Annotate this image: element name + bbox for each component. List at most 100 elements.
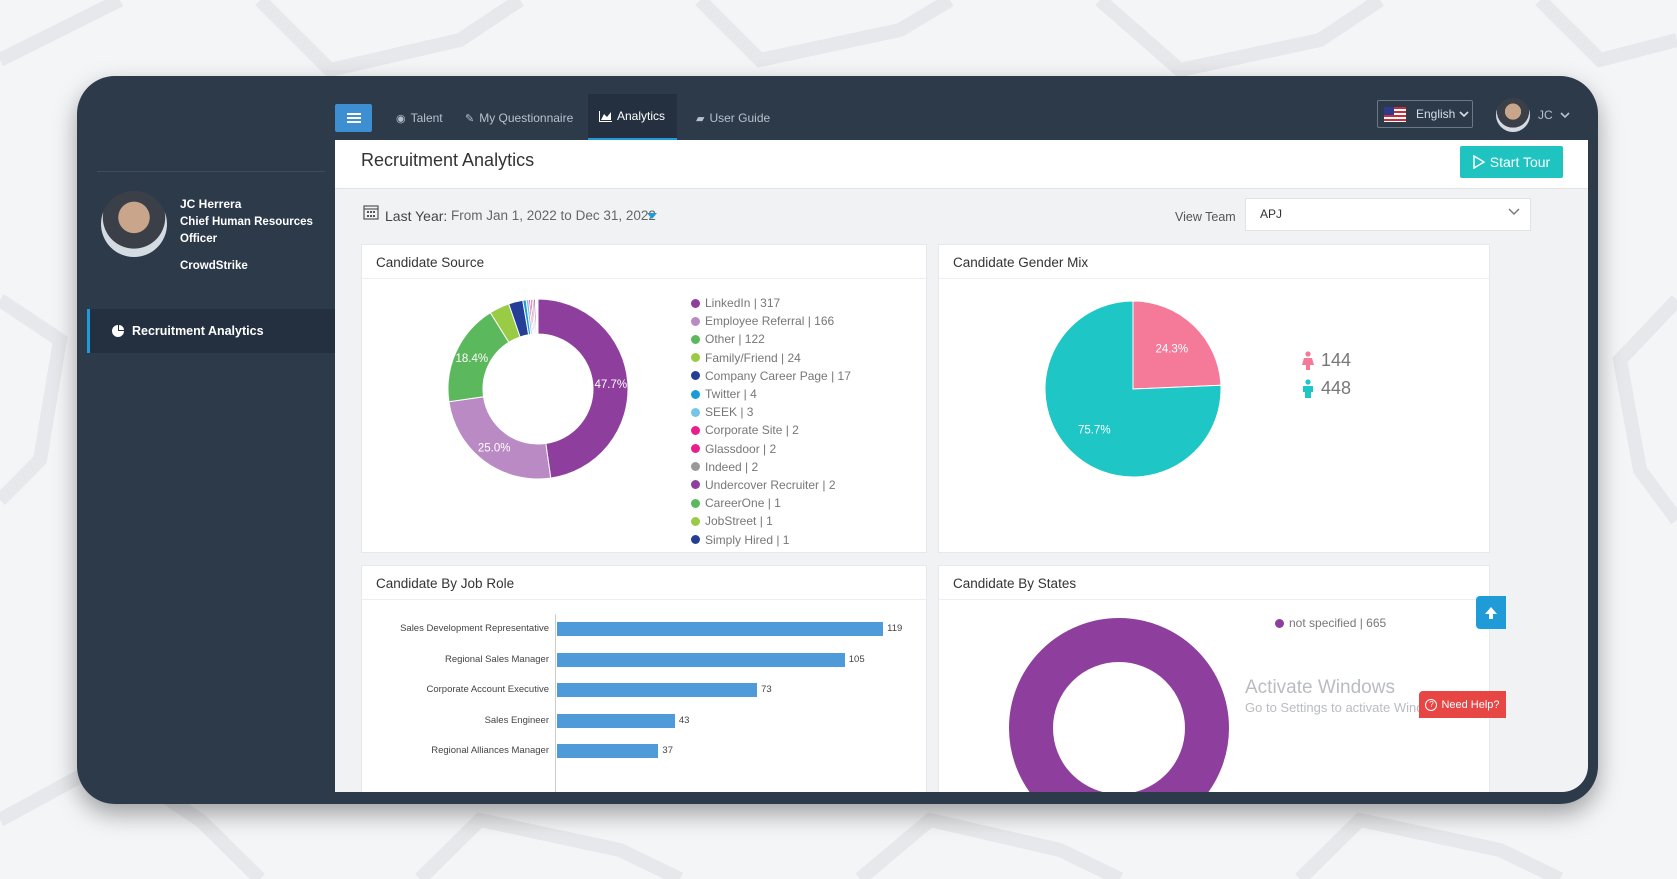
sidebar-item-recruitment-analytics[interactable]: Recruitment Analytics bbox=[87, 309, 335, 353]
legend-dot bbox=[691, 480, 700, 490]
card-title: Candidate Gender Mix bbox=[953, 255, 1089, 270]
profile-company: CrowdStrike bbox=[180, 260, 248, 272]
legend-dot bbox=[691, 298, 700, 308]
need-help-button[interactable]: ? Need Help? bbox=[1419, 691, 1506, 718]
bar[interactable] bbox=[557, 713, 675, 728]
female-count-value: 144 bbox=[1321, 350, 1352, 370]
legend-dot bbox=[691, 444, 700, 454]
legend-dot bbox=[691, 516, 700, 526]
legend-item[interactable]: CareerOne | 1 bbox=[691, 494, 851, 512]
legend-item[interactable]: Simply Hired | 1 bbox=[691, 530, 851, 548]
nav-analytics[interactable]: Analytics bbox=[599, 102, 665, 130]
card-candidate-by-job-role: Candidate By Job Role Sales Development … bbox=[361, 565, 927, 792]
legend-dot bbox=[691, 462, 700, 472]
nav-user-guide[interactable]: ▰ User Guide bbox=[696, 104, 770, 132]
pie-chart-icon bbox=[112, 325, 124, 337]
bar-category-label: Sales Engineer bbox=[484, 714, 549, 726]
team-select[interactable]: APJ bbox=[1245, 198, 1531, 231]
pie-slice[interactable] bbox=[448, 396, 552, 480]
pie-slice[interactable] bbox=[1044, 300, 1222, 478]
bar-category-label: Regional Sales Manager bbox=[444, 653, 549, 665]
caret-down-icon[interactable] bbox=[647, 213, 657, 219]
start-tour-label: Start Tour bbox=[1489, 154, 1551, 170]
profile-role: Chief Human Resources Officer bbox=[180, 216, 313, 245]
date-filter-label: Last Year: bbox=[385, 208, 448, 224]
male-count-value: 448 bbox=[1321, 378, 1352, 398]
legend-label: not specified | 665 bbox=[1289, 616, 1387, 631]
legend-label: Corporate Site | 2 bbox=[705, 423, 799, 438]
chevron-down-icon bbox=[1508, 208, 1520, 215]
legend-label: Employee Referral | 166 bbox=[705, 314, 835, 329]
legend-item[interactable]: SEEK | 3 bbox=[691, 403, 851, 421]
bar-axis bbox=[555, 614, 556, 792]
bar-value-label: 119 bbox=[887, 623, 903, 634]
card-title: Candidate Source bbox=[376, 255, 485, 270]
legend-item[interactable]: Company Career Page | 17 bbox=[691, 367, 851, 385]
main-content: Recruitment Analytics Start Tour Last Ye… bbox=[335, 140, 1588, 792]
date-range-picker[interactable]: From Jan 1, 2022 to Dec 31, 2022 bbox=[451, 208, 656, 223]
bar-value-label: 37 bbox=[662, 745, 673, 756]
help-circle-icon: ? bbox=[1425, 698, 1438, 711]
bar[interactable] bbox=[557, 622, 884, 636]
need-help-label: Need Help? bbox=[1441, 698, 1500, 711]
activate-windows-subtitle: Go to Settings to activate Windows. bbox=[1245, 700, 1451, 715]
bar-value-label: 105 bbox=[848, 653, 865, 665]
activate-windows-title: Activate Windows bbox=[1245, 677, 1395, 698]
legend-label: JobStreet | 1 bbox=[705, 514, 773, 529]
legend-item[interactable]: JobStreet | 1 bbox=[691, 512, 851, 530]
card-divider bbox=[362, 599, 926, 600]
language-dropdown[interactable]: English bbox=[1377, 100, 1473, 128]
legend-item[interactable]: Employee Referral | 166 bbox=[691, 312, 851, 330]
pie-slice[interactable] bbox=[536, 298, 539, 335]
legend-item[interactable]: LinkedIn | 317 bbox=[691, 294, 851, 312]
sidebar-item-label: Recruitment Analytics bbox=[132, 324, 264, 338]
legend-label: Simply Hired | 1 bbox=[705, 532, 790, 547]
bar[interactable] bbox=[557, 744, 659, 758]
legend-dot bbox=[691, 316, 700, 326]
legend-dot bbox=[691, 498, 700, 508]
card-divider bbox=[939, 599, 1489, 600]
pie-slice[interactable] bbox=[537, 298, 629, 479]
legend-item[interactable]: Undercover Recruiter | 2 bbox=[691, 476, 851, 494]
user-menu[interactable]: JC bbox=[1538, 108, 1570, 122]
card-divider bbox=[939, 278, 1489, 279]
hamburger-menu-button[interactable] bbox=[335, 104, 372, 132]
legend-item[interactable]: Other | 122 bbox=[691, 330, 851, 348]
chevron-down-icon bbox=[1459, 110, 1469, 117]
scroll-to-top-button[interactable] bbox=[1476, 596, 1506, 629]
source-donut-chart: 47.7% 25.0% 18.4% bbox=[447, 298, 629, 480]
bar-category-label: Regional Alliances Manager bbox=[431, 745, 549, 756]
nav-my-questionnaire[interactable]: ✎ My Questionnaire bbox=[465, 104, 573, 132]
page-title: Recruitment Analytics bbox=[361, 150, 535, 170]
pie-slice[interactable] bbox=[1132, 300, 1222, 390]
legend-dot bbox=[691, 371, 700, 381]
bar[interactable] bbox=[557, 683, 758, 697]
pie-slice[interactable] bbox=[1009, 618, 1229, 792]
legend-label: SEEK | 3 bbox=[705, 405, 754, 420]
slice-data-label: 75.7% bbox=[1078, 424, 1111, 436]
legend-label: Company Career Page | 17 bbox=[705, 368, 851, 383]
user-avatar[interactable] bbox=[1496, 98, 1530, 132]
calendar-icon bbox=[363, 205, 379, 220]
legend-item[interactable]: Indeed | 2 bbox=[691, 458, 851, 476]
nav-talent[interactable]: ◉ Talent bbox=[396, 104, 443, 132]
card-candidate-by-states: Candidate By States not specified | 665 bbox=[938, 565, 1490, 792]
legend-item[interactable]: Twitter | 4 bbox=[691, 385, 851, 403]
slice-data-label: 25.0% bbox=[478, 442, 511, 454]
legend-item[interactable]: Glassdoor | 2 bbox=[691, 440, 851, 458]
legend-label: LinkedIn | 317 bbox=[705, 296, 781, 311]
arrow-up-icon bbox=[1485, 606, 1497, 619]
language-label: English bbox=[1416, 107, 1456, 121]
view-team-label: View Team bbox=[1175, 210, 1236, 224]
male-count: 448 bbox=[1301, 378, 1351, 399]
bar[interactable] bbox=[557, 652, 845, 667]
legend-label: Glassdoor | 2 bbox=[705, 441, 777, 456]
start-tour-button[interactable]: Start Tour bbox=[1460, 146, 1563, 178]
bar-category-label: Sales Development Representative bbox=[400, 623, 549, 634]
legend-item[interactable]: Family/Friend | 24 bbox=[691, 349, 851, 367]
slice-data-label: 18.4% bbox=[456, 353, 489, 365]
legend-item[interactable]: not specified | 665 bbox=[1275, 614, 1386, 632]
nav-analytics-label: Analytics bbox=[617, 109, 666, 123]
legend-item[interactable]: Corporate Site | 2 bbox=[691, 421, 851, 439]
chevron-down-icon bbox=[1560, 112, 1570, 119]
